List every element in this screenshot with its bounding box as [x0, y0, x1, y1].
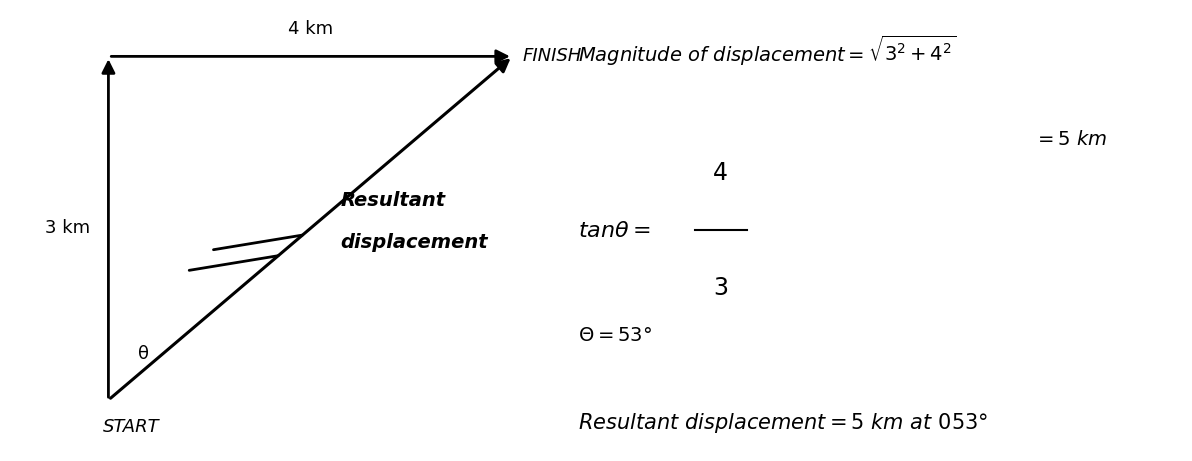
Text: $\mathit{\Theta= 53°}$: $\mathit{\Theta= 53°}$	[578, 326, 652, 345]
Text: $= 5\ km$: $= 5\ km$	[1033, 130, 1107, 149]
Text: $\bf{\it{Resultant\ displacement = 5\ km\ at\ 053°}}$: $\bf{\it{Resultant\ displacement = 5\ km…	[578, 411, 988, 435]
Text: Resultant: Resultant	[341, 191, 446, 210]
Text: 3: 3	[713, 276, 728, 300]
Text: $\mathit{Magnitude\ of\ displacement} = \sqrt{3^2 + 4^2}$: $\mathit{Magnitude\ of\ displacement} = …	[578, 34, 956, 68]
Text: 4: 4	[713, 161, 728, 185]
Text: FINISH: FINISH	[522, 47, 582, 65]
Text: θ: θ	[138, 345, 149, 363]
Text: 3 km: 3 km	[45, 219, 91, 237]
Text: displacement: displacement	[341, 233, 488, 252]
Text: $tan\theta =$: $tan\theta =$	[578, 220, 651, 241]
Text: START: START	[103, 419, 159, 437]
Text: 4 km: 4 km	[288, 20, 333, 38]
